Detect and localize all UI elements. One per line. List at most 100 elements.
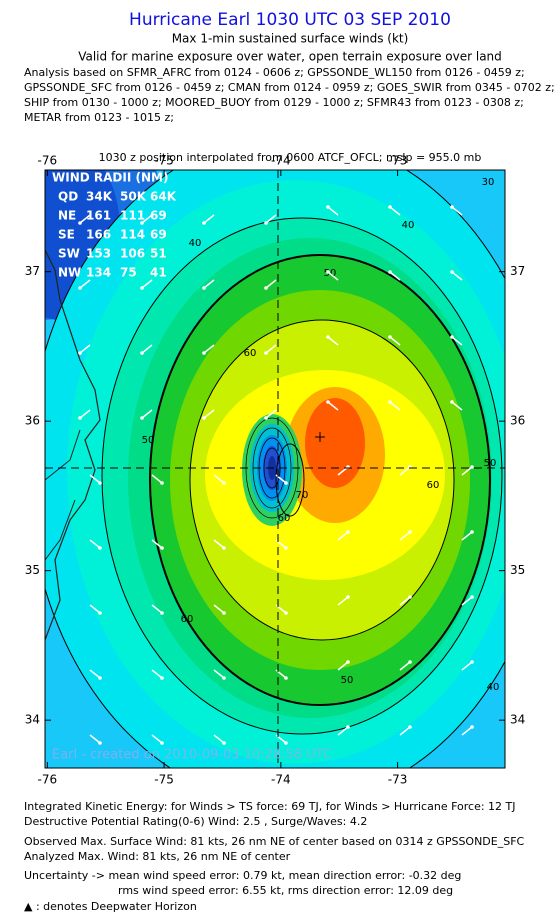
wind-arrow [203, 279, 215, 289]
wind-arrow-head [408, 725, 412, 729]
wind-arrow [399, 726, 411, 736]
wind-arrow-head [140, 416, 144, 420]
wind-arrow [151, 669, 163, 679]
analysis-line: Analysis based on SFMR_AFRC from 0124 - … [24, 66, 525, 79]
wind-arrow-head [98, 546, 102, 550]
watermark: Earl - created on 2010-09-03 10:28:58 UT… [52, 748, 332, 763]
footer-line: Analyzed Max. Wind: 81 kts, 26 nm NE of … [24, 850, 291, 863]
wind-arrow [337, 531, 349, 541]
wind-arrow-head [326, 335, 330, 339]
wind-arrow [451, 401, 463, 411]
wind-arrow-head [264, 416, 268, 420]
footer-line: Observed Max. Surface Wind: 81 kts, 26 n… [24, 835, 525, 848]
wind-arrow [399, 466, 411, 476]
wind-arrow-head [326, 205, 330, 209]
radii-cell: 50K [120, 190, 147, 204]
footer-line: Integrated Kinetic Energy: for Winds > T… [24, 800, 516, 813]
radii-cell: 166 [86, 228, 111, 242]
contour-label: 40 [402, 220, 415, 231]
contour-line [149, 254, 491, 706]
wind-arrow-head [222, 611, 226, 615]
wind-arrow-head [160, 611, 164, 615]
y-tick-label: 37 [25, 264, 40, 278]
contour-label: 50 [142, 435, 155, 446]
contour-label: 30 [482, 177, 495, 188]
wind-arrow [89, 539, 101, 549]
wind-arrow [327, 336, 339, 346]
contour-label: 60 [278, 513, 291, 524]
radii-cell: SW [58, 247, 80, 261]
y-tick-label: 34 [510, 713, 525, 727]
radii-cell: 75 [120, 266, 137, 280]
analysis-line: METAR from 0123 - 1015 z; [24, 111, 174, 124]
wind-arrow [151, 539, 163, 549]
wind-arrow-head [470, 725, 474, 729]
wind-arrow [151, 734, 163, 744]
contour-line [189, 319, 455, 641]
wind-arrow-head [450, 335, 454, 339]
wind-arrow-head [98, 741, 102, 745]
wind-arrow [213, 474, 225, 484]
wind-arrow [389, 336, 401, 346]
wind-arrow-head [78, 416, 82, 420]
wind-arrow [79, 409, 91, 419]
radii-title: WIND RADII (NM) [52, 171, 168, 185]
subtitle: Max 1-min sustained surface winds (kt) [172, 32, 409, 46]
wind-arrow [451, 336, 463, 346]
wind-arrow-head [346, 725, 350, 729]
wind-arrow [203, 344, 215, 354]
x-tick-label: -75 [154, 154, 174, 168]
radii-cell: 111 [120, 209, 145, 223]
wind-arrow [213, 669, 225, 679]
footer-line: Destructive Potential Rating(0-6) Wind: … [24, 815, 367, 828]
wind-arrow [451, 206, 463, 216]
contour-label: 60 [181, 614, 194, 625]
contour-label: 50 [341, 675, 354, 686]
map-frame [44, 169, 506, 769]
wind-arrow-head [160, 546, 164, 550]
wind-arrow-head [408, 530, 412, 534]
wind-arrow [151, 474, 163, 484]
wind-arrow [399, 596, 411, 606]
wind-arrow-head [326, 400, 330, 404]
contour-label: 40 [189, 238, 202, 249]
validity: Valid for marine exposure over water, op… [78, 50, 502, 64]
wind-arrow-head [284, 741, 288, 745]
wind-arrow [89, 604, 101, 614]
radii-cell: 114 [120, 228, 145, 242]
contour-line [275, 443, 305, 517]
title: Hurricane Earl 1030 UTC 03 SEP 2010 [129, 10, 451, 30]
footer-line: ▲ : denotes Deepwater Horizon [24, 900, 197, 913]
wind-arrow-head [470, 465, 474, 469]
x-tick-label: -75 [154, 773, 174, 787]
wind-arrow [327, 206, 339, 216]
wind-arrow [399, 661, 411, 671]
x-tick-label: -76 [38, 154, 58, 168]
radii-cell: 134 [86, 266, 111, 280]
wind-arrow-head [202, 351, 206, 355]
wind-arrow-head [284, 611, 288, 615]
wind-arrow-head [408, 660, 412, 664]
wind-arrow-head [264, 221, 268, 225]
wind-arrow-head [470, 595, 474, 599]
contour-label: 50 [484, 458, 497, 469]
wind-arrow-head [98, 676, 102, 680]
wind-arrow [461, 726, 473, 736]
wind-arrow-head [160, 676, 164, 680]
coastline [45, 429, 81, 561]
radii-cell: 64K [150, 190, 177, 204]
contour-label: 40 [487, 682, 500, 693]
wind-arrow [141, 214, 153, 224]
contour-label: 60 [244, 348, 257, 359]
wind-arrow-head [264, 286, 268, 290]
wind-arrow [79, 214, 91, 224]
y-tick-label: 34 [25, 713, 40, 727]
contour-line [101, 217, 503, 735]
radii-cell: SE [58, 228, 75, 242]
wind-arrow-head [388, 400, 392, 404]
wind-arrow [265, 279, 277, 289]
wind-arrow-head [222, 676, 226, 680]
radii-cell: 153 [86, 247, 111, 261]
wind-arrow [337, 661, 349, 671]
wind-arrow [389, 206, 401, 216]
